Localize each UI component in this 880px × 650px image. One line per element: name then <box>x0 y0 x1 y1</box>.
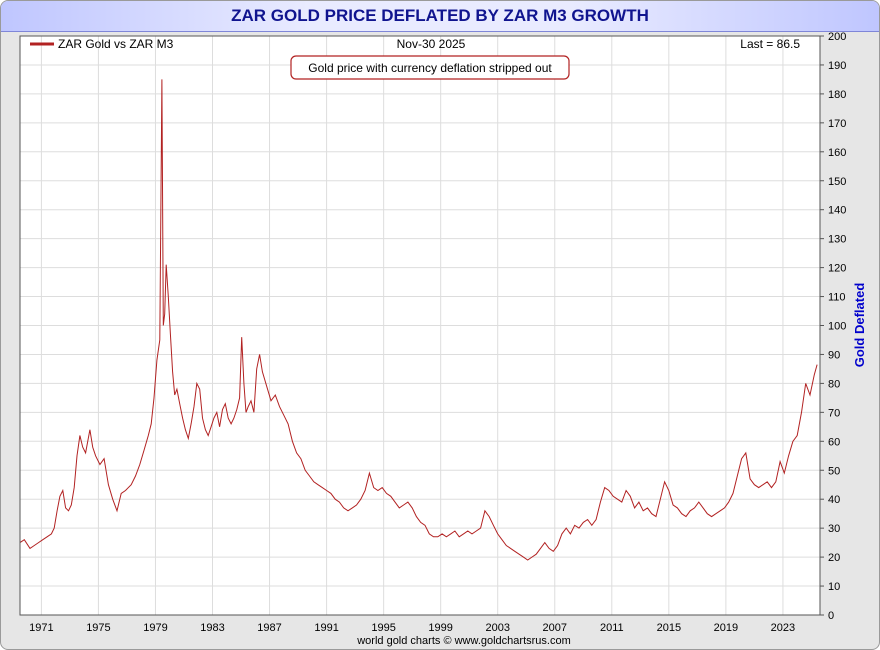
series-line-zar-gold-vs-zar-m3 <box>19 79 818 561</box>
y-tick-label: 180 <box>828 89 846 101</box>
x-tick-label: 2011 <box>600 622 624 634</box>
x-tick-label: 2015 <box>657 622 681 634</box>
plot-border <box>19 35 821 616</box>
y-tick-label: 110 <box>828 292 846 304</box>
x-tick-label: 1987 <box>257 622 281 634</box>
chart-date: Nov-30 2025 <box>397 37 466 51</box>
footer-credit: world gold charts © www.goldchartsrus.co… <box>356 635 571 647</box>
y-tick-label: 150 <box>828 176 846 188</box>
x-tick-label: 1983 <box>200 622 224 634</box>
y-tick-label: 100 <box>828 321 846 333</box>
x-tick-label: 1999 <box>428 622 452 634</box>
chart-title: ZAR GOLD PRICE DEFLATED BY ZAR M3 GROWTH <box>1 1 879 32</box>
annotation-box <box>290 55 570 80</box>
x-tick-label: 2023 <box>771 622 795 634</box>
y-tick-label: 140 <box>828 205 846 217</box>
x-tick-label: 2007 <box>543 622 567 634</box>
gridlines <box>20 35 820 616</box>
y-tick-label: 90 <box>828 349 840 361</box>
x-tick-label: 1971 <box>29 622 53 634</box>
x-tick-label: 1975 <box>86 622 110 634</box>
legend-label: ZAR Gold vs ZAR M3 <box>58 37 174 51</box>
x-tick-label: 1995 <box>371 622 395 634</box>
y-tick-label: 130 <box>828 234 846 246</box>
y-axis: 0 10 20 30 40 50 60 70 80 90 100 110 120 130 140 150 160… <box>820 31 846 622</box>
y-tick-label: 20 <box>828 552 840 564</box>
y-axis-label: Gold Deflated <box>852 283 867 368</box>
x-tick-label: 2003 <box>485 622 509 634</box>
y-tick-label: 10 <box>828 581 840 593</box>
y-tick-label: 80 <box>828 378 840 390</box>
y-tick-label: 190 <box>828 60 846 72</box>
y-tick-label: 50 <box>828 465 840 477</box>
annotation-text: Gold price with currency deflation strip… <box>308 61 552 75</box>
y-tick-label: 170 <box>828 118 846 130</box>
x-axis: 1971 1975 1979 1983 1987 1991 1995 1999 2003 2007… <box>29 622 795 634</box>
y-tick-label: 60 <box>828 436 840 448</box>
y-tick-label: 120 <box>828 263 846 275</box>
x-tick-label: 1991 <box>314 622 338 634</box>
y-tick-label: 160 <box>828 147 846 159</box>
x-tick-label: 1979 <box>143 622 167 634</box>
y-tick-label: 30 <box>828 523 840 535</box>
x-tick-label: 2019 <box>714 622 738 634</box>
y-tick-label: 0 <box>828 610 834 622</box>
last-value: Last = 86.5 <box>740 37 800 51</box>
y-tick-label: 70 <box>828 407 840 419</box>
y-tick-label: 40 <box>828 494 840 506</box>
y-tick-label: 200 <box>828 31 846 43</box>
